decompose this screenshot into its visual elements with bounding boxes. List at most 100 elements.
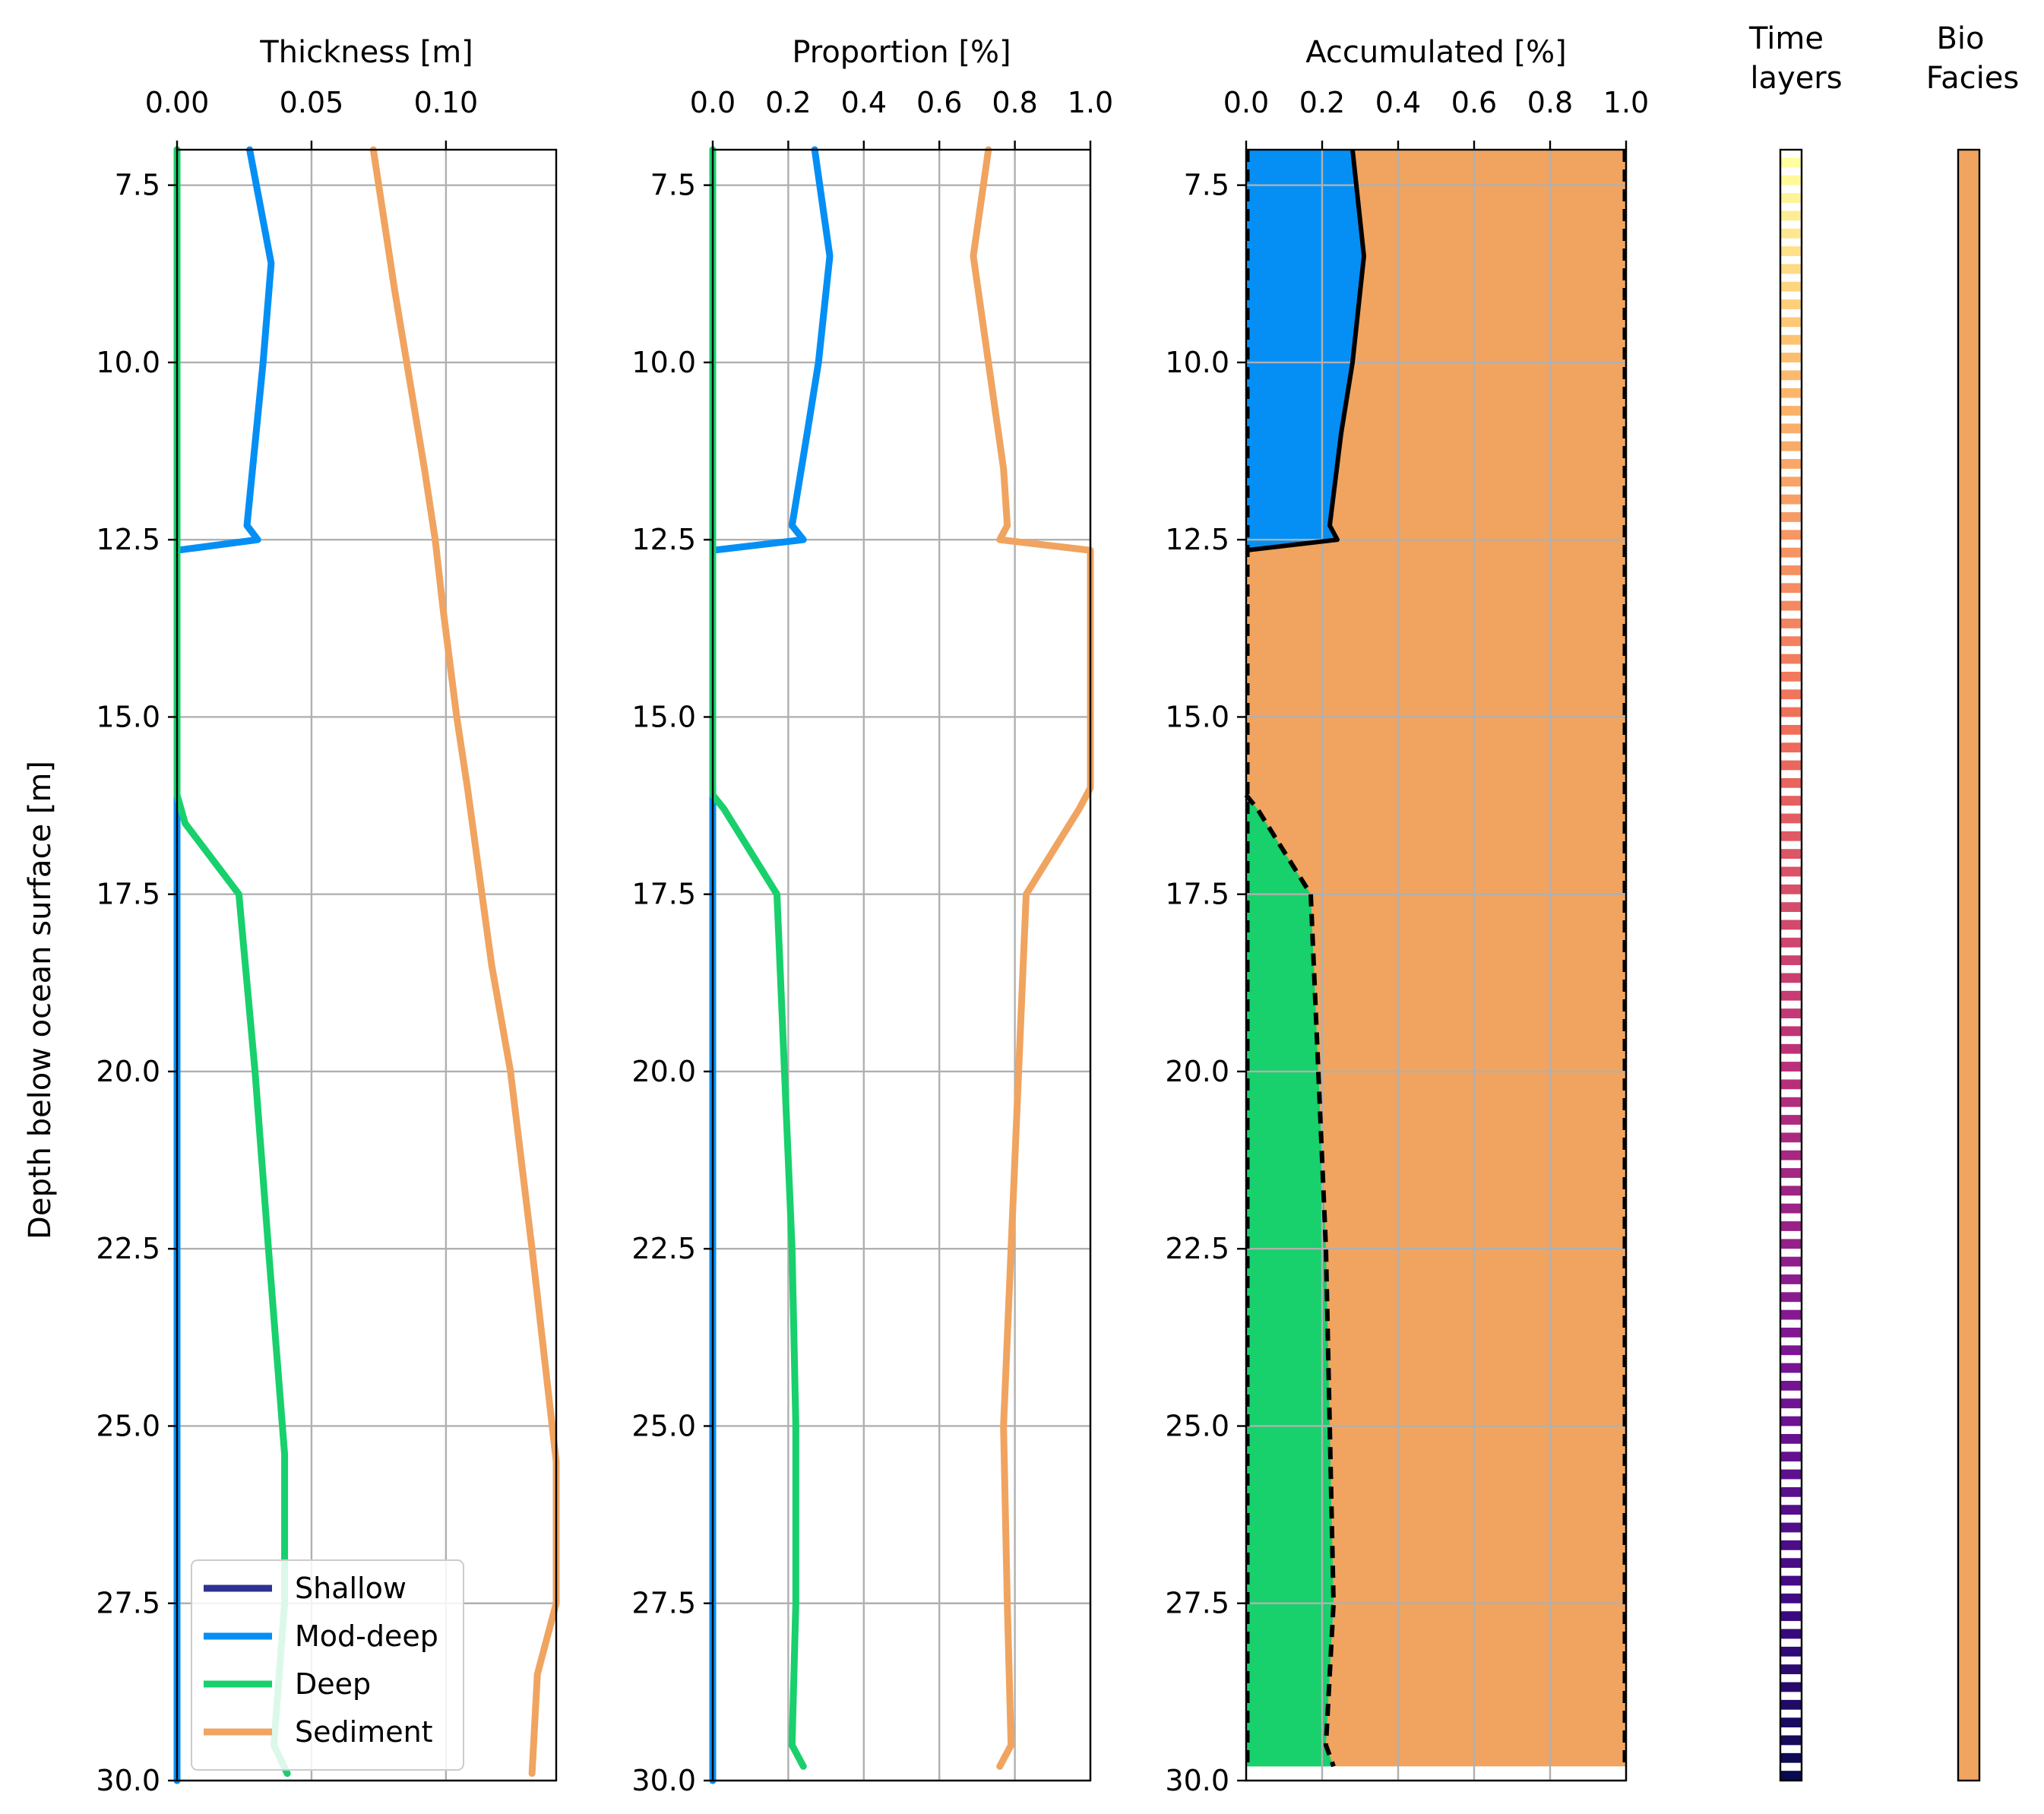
time-layer-band xyxy=(1780,459,1802,469)
legend-label: Sediment xyxy=(295,1715,433,1749)
time-layer-band xyxy=(1780,1664,1802,1675)
panel-title: Thickness [m] xyxy=(259,35,473,70)
y-tick-label: 27.5 xyxy=(631,1587,696,1620)
time-layer-band xyxy=(1780,1097,1802,1107)
time-layer-band xyxy=(1780,1735,1802,1746)
y-tick-label: 25.0 xyxy=(96,1409,160,1442)
time-layer-band xyxy=(1780,707,1802,717)
time-layer-band xyxy=(1780,813,1802,824)
time-layer-band xyxy=(1780,1486,1802,1497)
series-line-sediment xyxy=(369,146,560,1778)
legend-label: Mod-deep xyxy=(295,1619,438,1653)
time-layer-band xyxy=(1780,866,1802,877)
time-layer-band xyxy=(1780,1043,1802,1054)
time-layer-band xyxy=(1780,1345,1802,1356)
x-tick-label: 0.6 xyxy=(916,86,962,119)
bio-facies-bar xyxy=(1957,148,1981,1782)
time-layer-band xyxy=(1780,1433,1802,1444)
time-layer-band xyxy=(1780,1062,1802,1072)
time-layer-band xyxy=(1780,193,1802,203)
time-layer-band xyxy=(1780,1309,1802,1320)
time-layer-band xyxy=(1780,1452,1802,1462)
time-layer-band xyxy=(1780,990,1802,1001)
time-layer-band xyxy=(1780,512,1802,522)
time-layer-band xyxy=(1780,1646,1802,1657)
y-tick-label: 30.0 xyxy=(96,1764,160,1797)
time-layer-band xyxy=(1780,671,1802,682)
time-layer-band xyxy=(1780,1363,1802,1373)
time-layers-column: Time layers xyxy=(1748,21,1843,1782)
y-tick-label: 20.0 xyxy=(1165,1055,1229,1088)
time-layer-band xyxy=(1780,760,1802,771)
mod-deep-area xyxy=(1246,150,1364,551)
series-line-deep xyxy=(173,146,291,1778)
y-tick-label: 25.0 xyxy=(631,1409,696,1442)
chart-panel-2: 0.0 0.2 0.4 0.6 0.8 1.0 7.5 10.0 12.5 15.0 17.5 20.… xyxy=(631,35,1113,1797)
x-tick-label: 0.2 xyxy=(765,86,811,119)
time-layer-band xyxy=(1780,530,1802,540)
time-layer-band xyxy=(1780,317,1802,328)
legend-frame xyxy=(191,1559,464,1771)
time-layer-band xyxy=(1780,1629,1802,1639)
time-layer-band xyxy=(1780,406,1802,416)
time-layer-band xyxy=(1780,937,1802,948)
time-layer-band xyxy=(1780,281,1802,292)
time-layer-band xyxy=(1780,175,1802,185)
time-layer-band xyxy=(1780,1752,1802,1763)
y-tick-label: 7.5 xyxy=(1184,169,1229,202)
time-layer-band xyxy=(1780,246,1802,256)
time-layer-band xyxy=(1780,1593,1802,1603)
time-layer-band xyxy=(1780,583,1802,594)
y-tick-label: 25.0 xyxy=(1165,1409,1229,1442)
boundary-line-mod-deep xyxy=(1245,149,1366,553)
y-tick-label: 17.5 xyxy=(96,878,160,911)
x-tick-label: 0.4 xyxy=(1375,86,1421,119)
x-tick-label: 0.2 xyxy=(1299,86,1345,119)
time-layers-frame xyxy=(1779,148,1803,1782)
y-tick-label: 30.0 xyxy=(631,1764,696,1797)
time-layer-band xyxy=(1780,1239,1802,1249)
legend-label: Shallow xyxy=(295,1572,407,1605)
axes-frame xyxy=(1245,148,1628,1782)
time-layer-band xyxy=(1780,1398,1802,1409)
time-layer-band xyxy=(1780,1717,1802,1728)
time-layer-band xyxy=(1780,796,1802,806)
time-layer-band xyxy=(1780,849,1802,860)
chart-panel-1: 0.00 0.05 0.10 7.5 10.0 12.5 15.0 17.5 20.0 22.5 2… xyxy=(96,35,560,1797)
x-tick-label: 1.0 xyxy=(1603,86,1649,119)
chart-panel-3: 0.0 0.2 0.4 0.6 0.8 1.0 7.5 10.0 12.5 15.0 17.5 20.… xyxy=(1165,35,1649,1797)
time-layer-band xyxy=(1780,441,1802,451)
y-tick-label: 12.5 xyxy=(96,523,160,556)
axes-frame xyxy=(711,148,1092,1782)
time-layer-band xyxy=(1780,1256,1802,1267)
time-layer-band xyxy=(1780,724,1802,735)
time-layer-band xyxy=(1780,1540,1802,1550)
y-tick-label: 7.5 xyxy=(650,169,696,202)
time-layer-band xyxy=(1780,742,1802,753)
time-layer-band xyxy=(1780,1380,1802,1391)
y-tick-label: 30.0 xyxy=(1165,1764,1229,1797)
y-tick-label: 10.0 xyxy=(1165,346,1229,379)
legend: Shallow Mod-deep Deep Sediment xyxy=(191,1559,464,1771)
time-layer-band xyxy=(1780,1328,1802,1338)
time-layer-band xyxy=(1780,228,1802,239)
legend-label: Deep xyxy=(295,1667,371,1701)
time-layer-band xyxy=(1780,353,1802,362)
y-tick-label: 15.0 xyxy=(96,700,160,733)
time-layer-band xyxy=(1780,1168,1802,1178)
y-axis-label: Depth below ocean surface [m] xyxy=(23,761,58,1239)
time-layer-band xyxy=(1780,1522,1802,1533)
bio-facies-title-line2: Facies xyxy=(1926,61,2019,96)
time-layer-band xyxy=(1780,1416,1802,1426)
series-line-sediment xyxy=(970,146,1094,1770)
series-line-mod-deep xyxy=(709,146,834,1784)
y-tick-label: 10.0 xyxy=(631,346,696,379)
x-tick-label: 0.0 xyxy=(1223,86,1269,119)
time-layer-band xyxy=(1780,1186,1802,1196)
time-layer-band xyxy=(1780,831,1802,841)
x-tick-label: 0.8 xyxy=(1527,86,1573,119)
y-tick-label: 22.5 xyxy=(96,1232,160,1265)
time-layer-band xyxy=(1780,1026,1802,1037)
time-layers-title-line2: layers xyxy=(1750,61,1842,96)
